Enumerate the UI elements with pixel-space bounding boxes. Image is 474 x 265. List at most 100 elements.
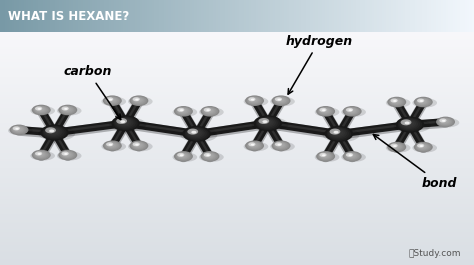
- Bar: [0, 112, 474, 113]
- Bar: [450, 0, 453, 32]
- Circle shape: [109, 144, 111, 145]
- Bar: [408, 0, 410, 32]
- Circle shape: [349, 109, 351, 111]
- Circle shape: [273, 142, 288, 149]
- Circle shape: [45, 127, 63, 137]
- Bar: [0, 152, 474, 153]
- Bar: [372, 0, 374, 32]
- Circle shape: [106, 142, 113, 146]
- Circle shape: [263, 120, 266, 122]
- Circle shape: [319, 153, 330, 159]
- Circle shape: [391, 144, 401, 149]
- Circle shape: [251, 144, 255, 146]
- Bar: [0, 55, 474, 56]
- Circle shape: [105, 142, 119, 149]
- Circle shape: [190, 130, 199, 135]
- Circle shape: [250, 98, 256, 101]
- Bar: [0, 40, 474, 41]
- Bar: [237, 0, 239, 32]
- Circle shape: [205, 154, 211, 157]
- Bar: [0, 262, 474, 263]
- Bar: [315, 0, 318, 32]
- Bar: [313, 0, 315, 32]
- Circle shape: [329, 128, 347, 138]
- Bar: [182, 0, 185, 32]
- Bar: [64, 0, 66, 32]
- Circle shape: [109, 144, 112, 146]
- Bar: [289, 0, 292, 32]
- Bar: [223, 0, 225, 32]
- Bar: [0, 72, 474, 73]
- Circle shape: [393, 145, 397, 147]
- Bar: [0, 119, 474, 120]
- Circle shape: [35, 152, 42, 156]
- Bar: [78, 0, 81, 32]
- Bar: [0, 109, 474, 110]
- Bar: [2, 0, 5, 32]
- Ellipse shape: [315, 152, 339, 162]
- Bar: [0, 157, 474, 158]
- Circle shape: [111, 115, 140, 131]
- Circle shape: [33, 151, 49, 160]
- Circle shape: [205, 109, 211, 112]
- Bar: [308, 0, 310, 32]
- Bar: [282, 0, 284, 32]
- Bar: [258, 0, 261, 32]
- Circle shape: [180, 154, 183, 156]
- Circle shape: [347, 154, 354, 157]
- Circle shape: [11, 126, 26, 134]
- Bar: [0, 190, 474, 192]
- Circle shape: [201, 106, 219, 117]
- Bar: [0, 203, 474, 204]
- Ellipse shape: [8, 126, 33, 135]
- Circle shape: [204, 108, 214, 114]
- Circle shape: [272, 140, 291, 151]
- Bar: [0, 59, 474, 60]
- Ellipse shape: [270, 97, 295, 106]
- Bar: [164, 0, 166, 32]
- Circle shape: [43, 126, 66, 139]
- Circle shape: [35, 106, 46, 113]
- Circle shape: [106, 142, 117, 148]
- Circle shape: [14, 127, 22, 131]
- Circle shape: [135, 99, 139, 101]
- Ellipse shape: [180, 128, 217, 142]
- Circle shape: [438, 117, 454, 126]
- Bar: [0, 161, 474, 162]
- Text: hydrogen: hydrogen: [285, 35, 353, 94]
- Bar: [472, 0, 474, 32]
- Circle shape: [15, 128, 19, 130]
- Bar: [398, 0, 401, 32]
- Circle shape: [177, 153, 184, 157]
- Circle shape: [327, 127, 351, 140]
- Bar: [85, 0, 88, 32]
- Bar: [83, 0, 85, 32]
- Circle shape: [175, 107, 191, 116]
- Bar: [0, 246, 474, 248]
- Bar: [71, 0, 73, 32]
- Bar: [0, 172, 474, 173]
- Bar: [43, 0, 45, 32]
- Circle shape: [393, 100, 395, 101]
- Bar: [443, 0, 446, 32]
- Circle shape: [134, 98, 140, 101]
- Circle shape: [439, 118, 451, 125]
- Circle shape: [318, 107, 332, 115]
- Bar: [0, 104, 474, 105]
- Circle shape: [120, 120, 125, 123]
- Bar: [0, 143, 474, 144]
- Circle shape: [62, 107, 69, 111]
- Bar: [427, 0, 429, 32]
- Bar: [455, 0, 457, 32]
- Circle shape: [325, 126, 353, 142]
- Bar: [249, 0, 251, 32]
- Bar: [0, 179, 474, 180]
- Bar: [287, 0, 289, 32]
- Bar: [0, 74, 474, 75]
- Circle shape: [343, 151, 362, 162]
- Bar: [386, 0, 389, 32]
- Bar: [0, 70, 474, 72]
- Bar: [0, 124, 474, 125]
- Circle shape: [319, 108, 330, 114]
- Ellipse shape: [244, 142, 268, 151]
